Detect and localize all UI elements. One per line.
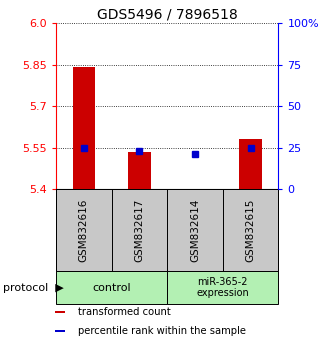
Bar xyxy=(56,271,167,304)
Text: protocol  ▶: protocol ▶ xyxy=(3,282,64,293)
Text: miR-365-2
expression: miR-365-2 expression xyxy=(196,277,249,298)
Text: GSM832615: GSM832615 xyxy=(246,198,256,262)
Bar xyxy=(239,139,262,189)
Text: GSM832614: GSM832614 xyxy=(190,198,200,262)
Bar xyxy=(128,152,150,189)
Bar xyxy=(55,311,65,313)
Bar xyxy=(55,330,65,332)
Bar xyxy=(223,189,278,271)
Title: GDS5496 / 7896518: GDS5496 / 7896518 xyxy=(97,8,237,22)
Text: GSM832616: GSM832616 xyxy=(79,198,89,262)
Bar xyxy=(167,271,278,304)
Bar xyxy=(167,189,223,271)
Text: transformed count: transformed count xyxy=(78,307,171,317)
Bar xyxy=(73,67,95,189)
Text: control: control xyxy=(92,282,131,293)
Bar xyxy=(112,189,167,271)
Text: GSM832617: GSM832617 xyxy=(134,198,144,262)
Text: percentile rank within the sample: percentile rank within the sample xyxy=(78,326,246,336)
Bar xyxy=(56,189,112,271)
